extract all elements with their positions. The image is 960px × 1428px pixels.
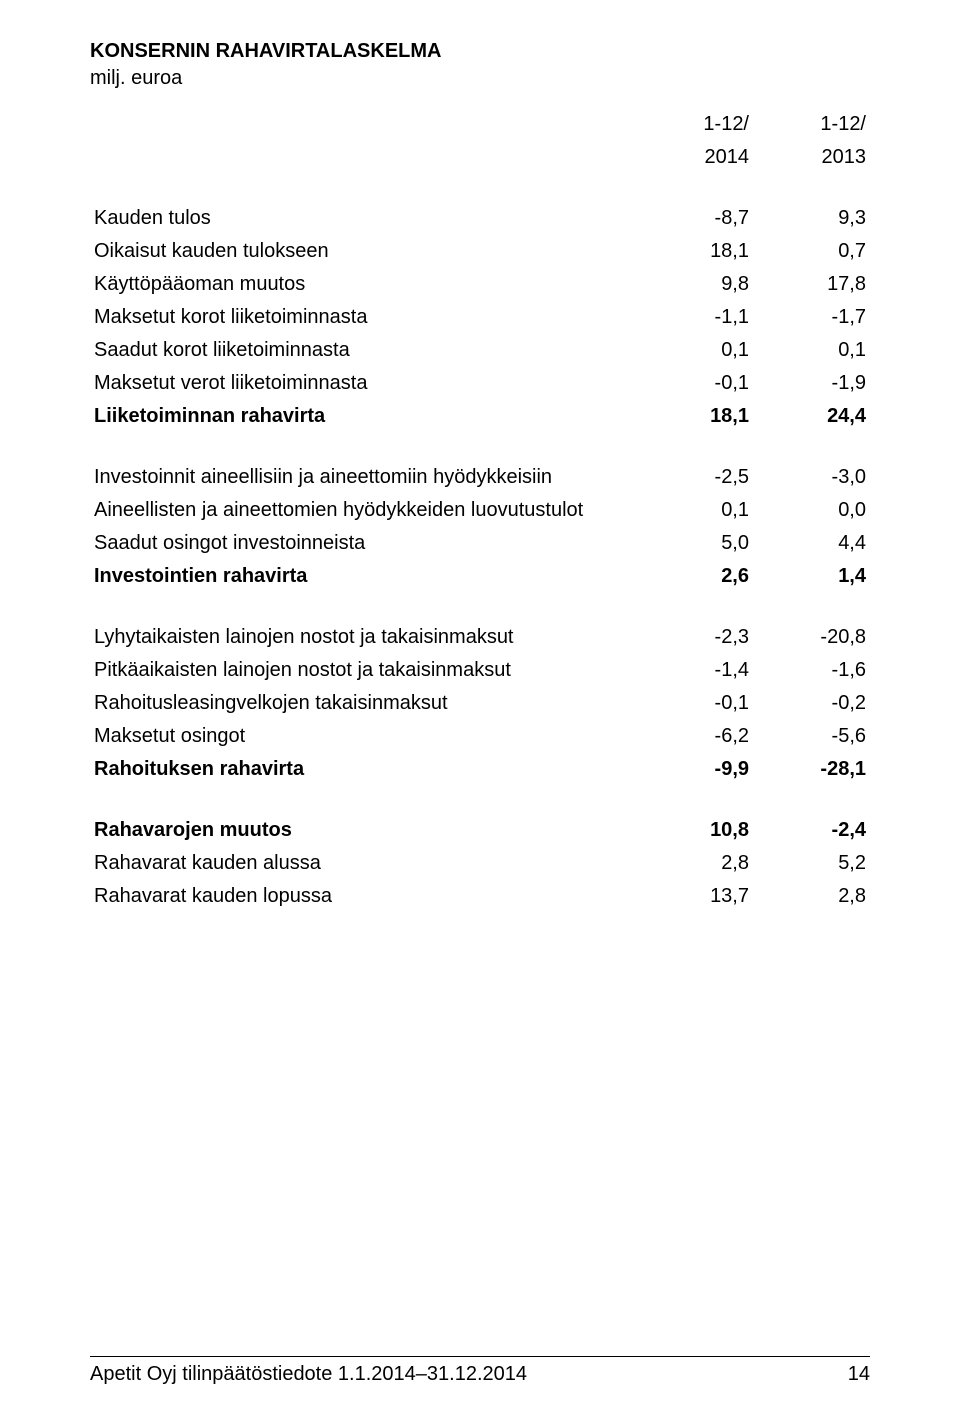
row-label: Maksetut osingot [90, 720, 636, 753]
row-value-2013: 24,4 [753, 400, 870, 433]
footer-divider [90, 1356, 870, 1357]
row-label: Rahavarojen muutos [90, 814, 636, 847]
row-value-2013: -1,7 [753, 301, 870, 334]
row-value-2014: -6,2 [636, 720, 753, 753]
row-value-2013: 4,4 [753, 527, 870, 560]
table-header-row: 1-12/1-12/ [90, 108, 870, 141]
row-value-2014: 5,0 [636, 527, 753, 560]
row-label: Saadut korot liiketoiminnasta [90, 334, 636, 367]
row-value-2014: 2,6 [636, 560, 753, 593]
row-value-2014: -1,1 [636, 301, 753, 334]
row-value-2013: 0,1 [753, 334, 870, 367]
row-value-2014: 0,1 [636, 494, 753, 527]
table-row: Maksetut osingot-6,2-5,6 [90, 720, 870, 753]
footer-text: Apetit Oyj tilinpäätöstiedote 1.1.2014–3… [90, 1363, 527, 1386]
table-row: Rahoituksen rahavirta-9,9-28,1 [90, 753, 870, 786]
table-row: Rahavarat kauden alussa2,85,2 [90, 847, 870, 880]
row-value-2014: 9,8 [636, 268, 753, 301]
row-value-2013: -3,0 [753, 461, 870, 494]
row-label: Investointien rahavirta [90, 560, 636, 593]
spacer-row [90, 786, 870, 814]
row-label: Aineellisten ja aineettomien hyödykkeide… [90, 494, 636, 527]
table-row: Rahavarat kauden lopussa13,72,8 [90, 880, 870, 913]
row-label: Rahavarat kauden lopussa [90, 880, 636, 913]
row-label: Saadut osingot investoinneista [90, 527, 636, 560]
row-label: Liiketoiminnan rahavirta [90, 400, 636, 433]
row-value-2014: 18,1 [636, 400, 753, 433]
document-title: KONSERNIN RAHAVIRTALASKELMA [90, 40, 870, 63]
row-value-2013: 0,0 [753, 494, 870, 527]
table-row: Liiketoiminnan rahavirta18,124,4 [90, 400, 870, 433]
spacer-row [90, 174, 870, 202]
table-row: Aineellisten ja aineettomien hyödykkeide… [90, 494, 870, 527]
row-value-2014: -1,4 [636, 654, 753, 687]
row-value-2013: -20,8 [753, 621, 870, 654]
row-value-2014: 10,8 [636, 814, 753, 847]
row-value-2014: 0,1 [636, 334, 753, 367]
row-value-2013: -0,2 [753, 687, 870, 720]
row-label: Rahoituksen rahavirta [90, 753, 636, 786]
table-row: Lyhytaikaisten lainojen nostot ja takais… [90, 621, 870, 654]
row-value-2014: -2,3 [636, 621, 753, 654]
row-label: Maksetut korot liiketoiminnasta [90, 301, 636, 334]
table-row: Saadut korot liiketoiminnasta0,10,1 [90, 334, 870, 367]
row-value-2013: 9,3 [753, 202, 870, 235]
row-label: Lyhytaikaisten lainojen nostot ja takais… [90, 621, 636, 654]
row-label: Rahoitusleasingvelkojen takaisinmaksut [90, 687, 636, 720]
table-row: Pitkäaikaisten lainojen nostot ja takais… [90, 654, 870, 687]
row-value-2013: 5,2 [753, 847, 870, 880]
row-label: Käyttöpääoman muutos [90, 268, 636, 301]
row-label: Pitkäaikaisten lainojen nostot ja takais… [90, 654, 636, 687]
row-value-2014: -9,9 [636, 753, 753, 786]
footer-area: Apetit Oyj tilinpäätöstiedote 1.1.2014–3… [90, 1356, 870, 1386]
table-row: Kauden tulos-8,79,3 [90, 202, 870, 235]
table-header-row: 20142013 [90, 141, 870, 174]
row-value-2013: 2,8 [753, 880, 870, 913]
row-value-2013: -28,1 [753, 753, 870, 786]
row-value-2013: 0,7 [753, 235, 870, 268]
document-subtitle: milj. euroa [90, 67, 870, 90]
spacer-row [90, 593, 870, 621]
row-value-2014: 18,1 [636, 235, 753, 268]
row-value-2014: -2,5 [636, 461, 753, 494]
page: KONSERNIN RAHAVIRTALASKELMA milj. euroa … [0, 0, 960, 1428]
table-row: Investoinnit aineellisiin ja aineettomii… [90, 461, 870, 494]
row-value-2014: -0,1 [636, 367, 753, 400]
row-label: Oikaisut kauden tulokseen [90, 235, 636, 268]
footer-page-number: 14 [848, 1363, 870, 1386]
row-value-2013: 17,8 [753, 268, 870, 301]
table-row: Oikaisut kauden tulokseen18,10,7 [90, 235, 870, 268]
table-row: Käyttöpääoman muutos9,817,8 [90, 268, 870, 301]
col-header-1: 1-12/ [636, 108, 753, 141]
col-header-2: 1-12/ [753, 108, 870, 141]
table-row: Rahavarojen muutos10,8-2,4 [90, 814, 870, 847]
table-row: Rahoitusleasingvelkojen takaisinmaksut-0… [90, 687, 870, 720]
row-label: Investoinnit aineellisiin ja aineettomii… [90, 461, 636, 494]
header-empty [90, 141, 636, 174]
row-value-2013: 1,4 [753, 560, 870, 593]
row-value-2014: -8,7 [636, 202, 753, 235]
table-row: Investointien rahavirta2,61,4 [90, 560, 870, 593]
header-empty [90, 108, 636, 141]
row-label: Kauden tulos [90, 202, 636, 235]
row-label: Rahavarat kauden alussa [90, 847, 636, 880]
row-value-2014: -0,1 [636, 687, 753, 720]
col-year-1: 2014 [636, 141, 753, 174]
table-row: Maksetut korot liiketoiminnasta-1,1-1,7 [90, 301, 870, 334]
row-label: Maksetut verot liiketoiminnasta [90, 367, 636, 400]
col-year-2: 2013 [753, 141, 870, 174]
cashflow-table: 1-12/1-12/20142013Kauden tulos-8,79,3Oik… [90, 108, 870, 913]
row-value-2013: -5,6 [753, 720, 870, 753]
row-value-2013: -1,9 [753, 367, 870, 400]
row-value-2013: -1,6 [753, 654, 870, 687]
row-value-2014: 2,8 [636, 847, 753, 880]
spacer-row [90, 433, 870, 461]
row-value-2013: -2,4 [753, 814, 870, 847]
row-value-2014: 13,7 [636, 880, 753, 913]
table-row: Saadut osingot investoinneista5,04,4 [90, 527, 870, 560]
table-row: Maksetut verot liiketoiminnasta-0,1-1,9 [90, 367, 870, 400]
